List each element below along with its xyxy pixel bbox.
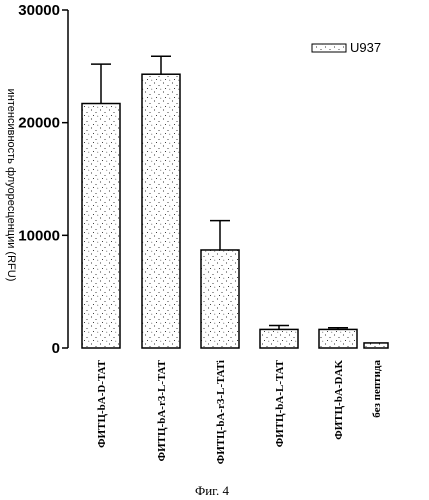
bar-series	[82, 74, 388, 348]
legend: U937	[312, 40, 381, 55]
bar	[142, 74, 180, 348]
x-category-label: ФИТЦ-bA-D-TAT	[96, 359, 108, 448]
x-category-label: ФИТЦ-bA-L-TAT	[274, 359, 286, 447]
figure-caption: Фиг. 4	[195, 483, 230, 498]
y-axis-label: интенсивность флуоресценции (RFU)	[5, 89, 17, 282]
x-category-label: ФИТЦ-bA-DAK	[333, 360, 345, 440]
x-category-label: ФИТЦ-bA-r3-L-TAT	[156, 359, 168, 461]
legend-swatch	[312, 44, 346, 52]
y-tick-label: 0	[52, 340, 60, 357]
x-category-label: без пептида	[371, 360, 383, 418]
bar	[82, 104, 120, 348]
y-axis: 0 10000 20000 30000	[18, 2, 68, 357]
legend-entry: U937	[350, 40, 381, 55]
y-tick-label: 10000	[18, 227, 60, 244]
bar	[364, 343, 388, 348]
bar	[260, 329, 298, 348]
x-axis-categories: ФИТЦ-bA-D-TAT ФИТЦ-bA-r3-L-TAT ФИТЦ-bA-r3-…	[96, 359, 383, 464]
y-tick-label: 20000	[18, 115, 60, 132]
bar	[319, 329, 357, 348]
x-category-label: ФИТЦ-bA-r3-L-TATi	[215, 360, 227, 464]
bar	[201, 250, 239, 348]
y-tick-label: 30000	[18, 2, 60, 19]
